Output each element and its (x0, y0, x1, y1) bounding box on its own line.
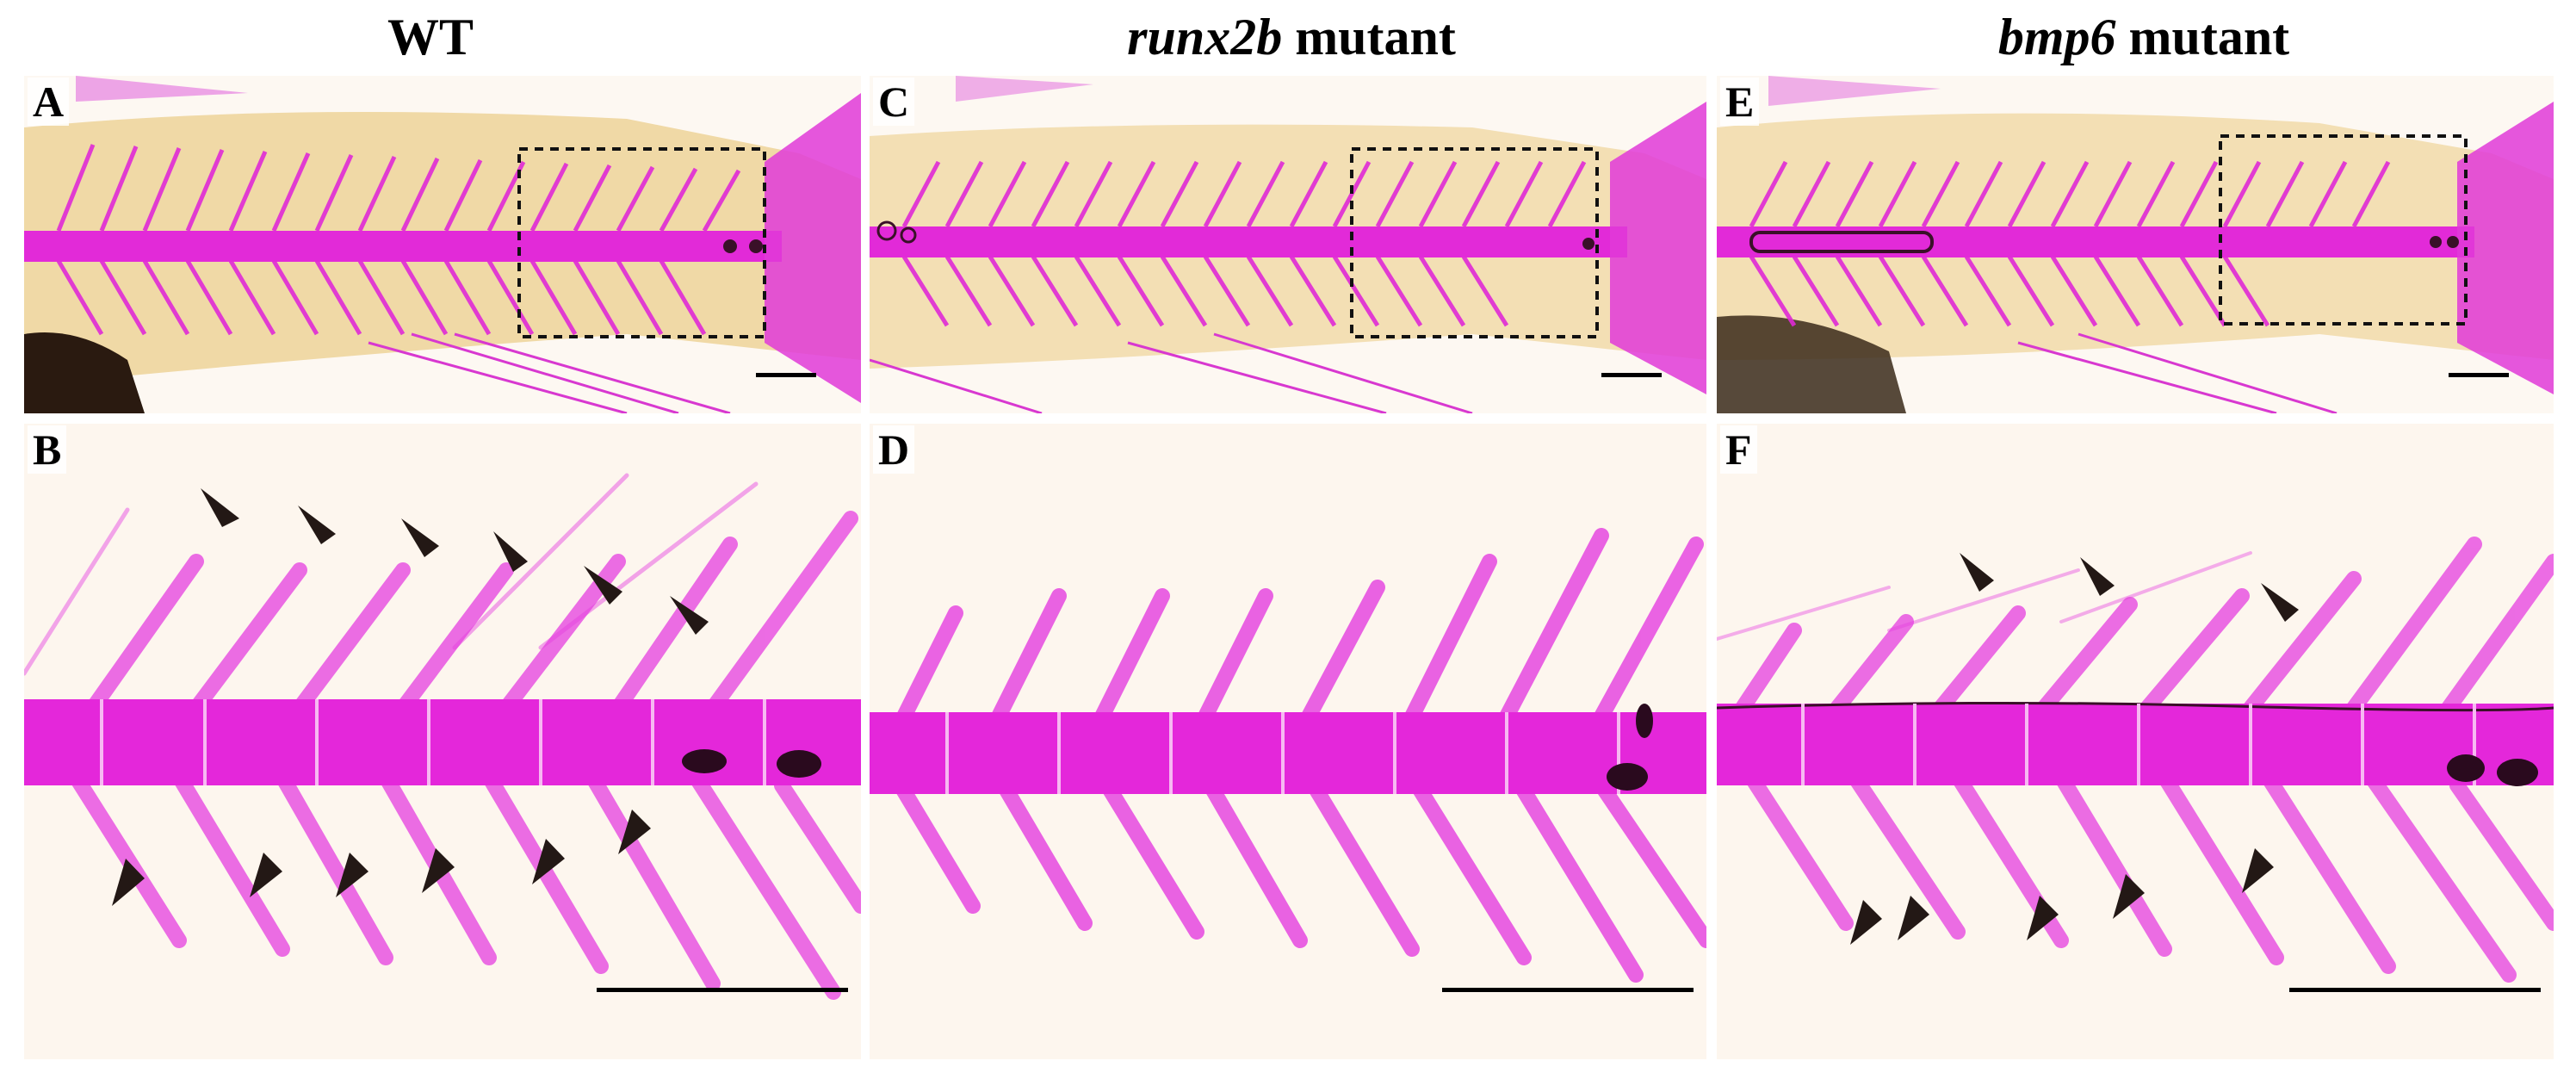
panel-f-image (1717, 424, 2554, 1059)
panel-b-image (24, 424, 861, 1059)
panel-label-d: D (873, 425, 915, 474)
column-title-runx2b: runx2b mutant (861, 7, 1722, 67)
panel-f: F (1717, 424, 2554, 1059)
panel-c-image (870, 76, 1706, 413)
column-title-runx2b-text: mutant (1282, 9, 1456, 65)
panel-e-image (1717, 76, 2554, 413)
panel-a: A (24, 76, 861, 413)
panel-label-f: F (1720, 425, 1757, 474)
column-title-wt-text: WT (387, 9, 474, 65)
column-title-bmp6: bmp6 mutant (1713, 7, 2574, 67)
column-title-bmp6-italic: bmp6 (1997, 9, 2116, 65)
panel-label-a: A (28, 78, 70, 126)
panel-label-b: B (28, 425, 67, 474)
column-title-wt: WT (0, 7, 861, 67)
panel-d-image (870, 424, 1706, 1059)
column-title-bmp6-text: mutant (2115, 9, 2290, 65)
panel-label-e: E (1720, 78, 1760, 126)
panel-c: C (870, 76, 1706, 413)
panel-d: D (870, 424, 1706, 1059)
panel-label-c: C (873, 78, 915, 126)
panel-b: B (24, 424, 861, 1059)
panel-a-image (24, 76, 861, 413)
panel-e: E (1717, 76, 2554, 413)
column-title-runx2b-italic: runx2b (1127, 9, 1283, 65)
